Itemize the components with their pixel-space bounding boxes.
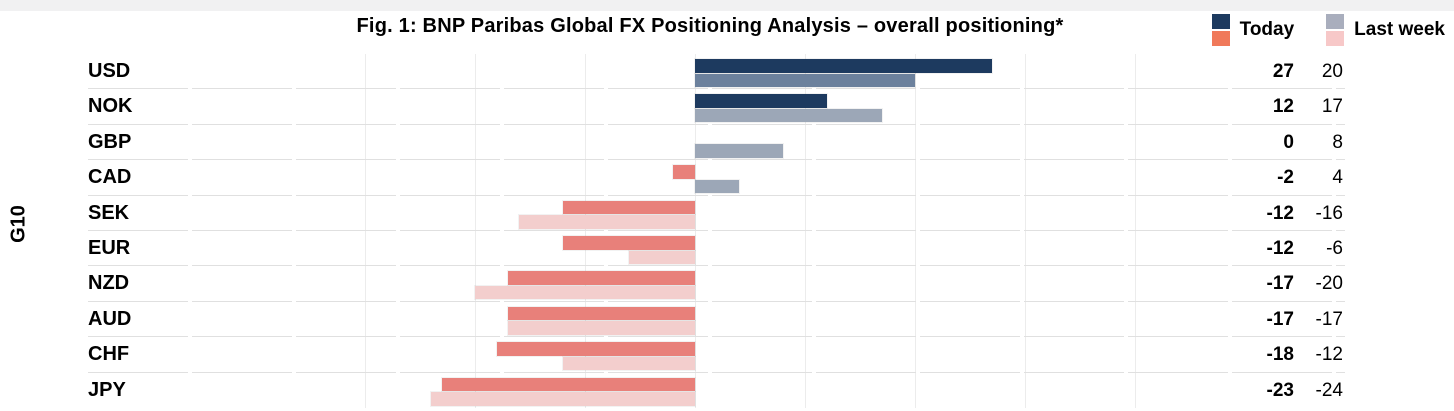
chart-legend: Today Last week (1211, 14, 1445, 46)
last-week-value: -20 (1315, 273, 1343, 295)
currency-label: NOK (88, 95, 133, 118)
today-value: -2 (1277, 167, 1294, 189)
last-week-bar (475, 285, 695, 300)
last-week-negative-swatch-icon (1326, 31, 1345, 46)
chart-row-sek: SEK -12 -16 (0, 196, 1454, 231)
legend-entry-today: Today (1211, 14, 1295, 46)
currency-label: NZD (88, 272, 130, 295)
today-bar (497, 342, 695, 356)
today-bar (695, 59, 992, 73)
last-week-bar (563, 356, 695, 371)
row-separator (88, 336, 1345, 338)
chart-row-gbp: GBP 0 8 (0, 125, 1454, 161)
last-week-value: 4 (1332, 167, 1343, 189)
today-value: -12 (1266, 238, 1294, 259)
today-bar (508, 306, 695, 321)
chart-title: Fig. 1: BNP Paribas Global FX Positionin… (356, 15, 1064, 37)
currency-label: JPY (88, 378, 126, 401)
vertical-gridline (915, 54, 916, 408)
currency-label: SEK (88, 201, 130, 224)
legend-label-last-week: Last week (1354, 19, 1445, 40)
last-week-bar (519, 215, 695, 229)
last-week-value: -17 (1315, 308, 1343, 330)
last-week-positive-swatch-icon (1326, 14, 1345, 29)
vertical-gridline (695, 54, 696, 408)
row-separator (88, 88, 1345, 90)
last-week-bar (629, 250, 695, 264)
today-value: -17 (1266, 273, 1294, 295)
today-value: -12 (1266, 202, 1294, 224)
currency-label: EUR (88, 237, 131, 259)
currency-label: GBP (88, 130, 132, 153)
today-bar (695, 94, 827, 108)
today-value: -23 (1266, 379, 1294, 401)
top-strip (0, 0, 1454, 11)
last-week-value: 8 (1332, 131, 1343, 153)
legend-swatches-last-week (1326, 14, 1345, 46)
last-week-bar (695, 73, 915, 87)
last-week-bar (695, 108, 882, 123)
today-bar (563, 236, 695, 250)
currency-label: CAD (88, 166, 132, 189)
last-week-value: -24 (1315, 379, 1343, 401)
vertical-gridline (365, 54, 366, 408)
today-negative-swatch-icon (1211, 31, 1230, 46)
last-week-bar (431, 392, 695, 406)
chart-row-nzd: NZD -17 -20 (0, 266, 1454, 302)
last-week-value: -6 (1326, 238, 1343, 259)
currency-label: CHF (88, 343, 130, 366)
row-separator (88, 194, 1345, 196)
today-positive-swatch-icon (1211, 14, 1230, 29)
row-separator (88, 300, 1345, 302)
currency-label: USD (88, 60, 131, 82)
today-bar (508, 271, 695, 285)
today-bar (673, 165, 695, 179)
today-value: 0 (1283, 131, 1294, 153)
currency-label: AUD (88, 307, 132, 330)
vertical-gridline (475, 54, 476, 408)
last-week-bar (695, 144, 783, 158)
row-separator (88, 371, 1345, 373)
today-value: 27 (1272, 61, 1294, 82)
last-week-bar (508, 321, 695, 335)
last-week-value: 17 (1321, 96, 1343, 118)
today-value: -18 (1266, 344, 1294, 366)
chart-row-chf: CHF -18 -12 (0, 337, 1454, 373)
legend-swatches-today (1211, 14, 1230, 46)
vertical-gridline (1135, 54, 1136, 408)
legend-entry-last-week: Last week (1326, 14, 1445, 46)
chart-row-nok: NOK 12 17 (0, 89, 1454, 125)
chart-row-cad: CAD -2 4 (0, 160, 1454, 196)
row-separator (88, 159, 1345, 161)
last-week-value: -12 (1315, 344, 1343, 366)
today-bar (563, 200, 695, 215)
last-week-value: -16 (1315, 202, 1343, 224)
today-value: -17 (1266, 308, 1294, 330)
row-separator (88, 123, 1345, 125)
row-separator (88, 229, 1345, 231)
legend-label-today: Today (1239, 19, 1295, 40)
chart-row-usd: USD 27 20 (0, 54, 1454, 90)
vertical-gridline (805, 54, 806, 408)
last-week-value: 20 (1321, 61, 1343, 82)
chart-row-aud: AUD -17 -17 (0, 302, 1454, 338)
chart-row-jpy: JPY -23 -24 (0, 373, 1454, 408)
last-week-bar (695, 179, 739, 194)
today-bar (442, 377, 695, 392)
chart-row-eur: EUR -12 -6 (0, 231, 1454, 267)
vertical-gridline (1025, 54, 1026, 408)
row-separator (88, 265, 1345, 267)
vertical-gridline (585, 54, 586, 408)
today-value: 12 (1272, 96, 1294, 118)
